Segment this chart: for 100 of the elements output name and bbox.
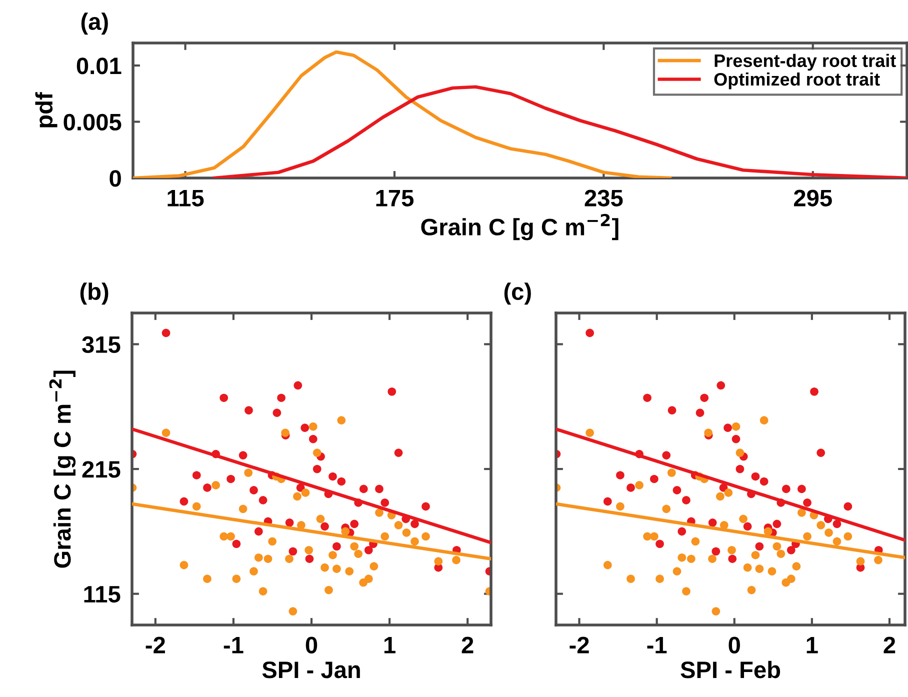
point	[304, 546, 314, 554]
point	[672, 486, 682, 494]
point	[258, 587, 268, 596]
point	[635, 481, 644, 490]
point	[747, 586, 756, 594]
point	[226, 474, 235, 484]
point	[700, 394, 709, 402]
point	[728, 546, 736, 554]
point	[696, 408, 704, 418]
point	[810, 387, 818, 396]
point	[180, 497, 188, 506]
x-tick-label: 175	[376, 190, 414, 206]
point	[772, 542, 782, 551]
point	[308, 434, 318, 444]
point	[238, 451, 248, 460]
point	[782, 484, 790, 494]
point	[300, 424, 310, 432]
y-axis-title: pdf	[35, 92, 58, 128]
point	[288, 547, 298, 556]
x-tick-label: 2	[884, 636, 896, 654]
point	[739, 514, 748, 524]
point	[682, 496, 690, 504]
point	[394, 448, 403, 457]
point	[297, 520, 306, 530]
point	[294, 381, 302, 390]
point	[844, 502, 852, 511]
point	[359, 484, 368, 494]
point	[268, 537, 276, 546]
point	[662, 451, 671, 460]
x-tick-label: 0	[306, 636, 318, 654]
point	[162, 428, 170, 437]
point	[603, 497, 612, 506]
point	[272, 408, 282, 418]
y-tick-label: 215	[82, 461, 120, 478]
point	[668, 406, 676, 415]
point	[760, 416, 768, 424]
point	[724, 488, 733, 497]
point	[293, 492, 302, 501]
point	[616, 471, 624, 480]
x-tick-label: 295	[794, 190, 832, 206]
point	[656, 540, 664, 548]
point	[350, 542, 359, 551]
point	[803, 532, 812, 541]
point	[716, 492, 724, 501]
point	[308, 422, 318, 431]
point	[244, 406, 253, 415]
x-tick-label: 115	[168, 190, 204, 206]
point	[232, 540, 241, 548]
point	[375, 508, 384, 517]
point	[345, 567, 354, 576]
point	[832, 520, 842, 528]
point	[874, 556, 882, 564]
legend-label: Optimized root trait	[714, 72, 880, 90]
point	[667, 468, 676, 477]
point	[798, 484, 806, 494]
x-tick-label: -1	[647, 636, 667, 654]
x-tick-label: -2	[146, 636, 165, 654]
point	[254, 553, 263, 562]
point	[650, 474, 658, 484]
point	[650, 532, 658, 541]
point	[258, 496, 268, 504]
point	[162, 328, 170, 338]
point	[212, 481, 220, 490]
point	[370, 562, 378, 571]
point	[288, 607, 298, 616]
point	[764, 527, 772, 536]
point	[452, 556, 460, 564]
x-tick-label: 2	[462, 636, 474, 654]
point	[751, 550, 760, 560]
point	[586, 428, 594, 437]
point	[772, 520, 782, 528]
point	[728, 554, 737, 564]
point	[816, 448, 826, 457]
point	[341, 527, 350, 536]
x-tick-label: 0	[728, 636, 740, 654]
point	[394, 520, 403, 530]
point	[238, 504, 248, 514]
point	[743, 522, 752, 531]
y-tick-label: 0	[110, 170, 121, 187]
x-axis-title: SPI - Feb	[680, 660, 780, 678]
point	[312, 448, 322, 457]
y-tick-label: 115	[84, 586, 120, 603]
point	[736, 464, 744, 474]
point	[708, 554, 716, 564]
point	[402, 528, 411, 537]
point	[712, 547, 720, 556]
y-tick-label: 0.005	[64, 114, 122, 131]
point	[277, 394, 286, 402]
point	[328, 472, 337, 481]
point	[192, 471, 201, 480]
x-tick-label: 1	[384, 636, 396, 654]
point	[332, 564, 341, 574]
point	[264, 554, 272, 564]
point	[328, 550, 337, 560]
point	[672, 567, 682, 576]
point	[643, 394, 652, 402]
point	[180, 560, 188, 570]
point	[716, 381, 726, 390]
x-tick-label: 235	[584, 190, 623, 206]
point	[380, 532, 390, 541]
